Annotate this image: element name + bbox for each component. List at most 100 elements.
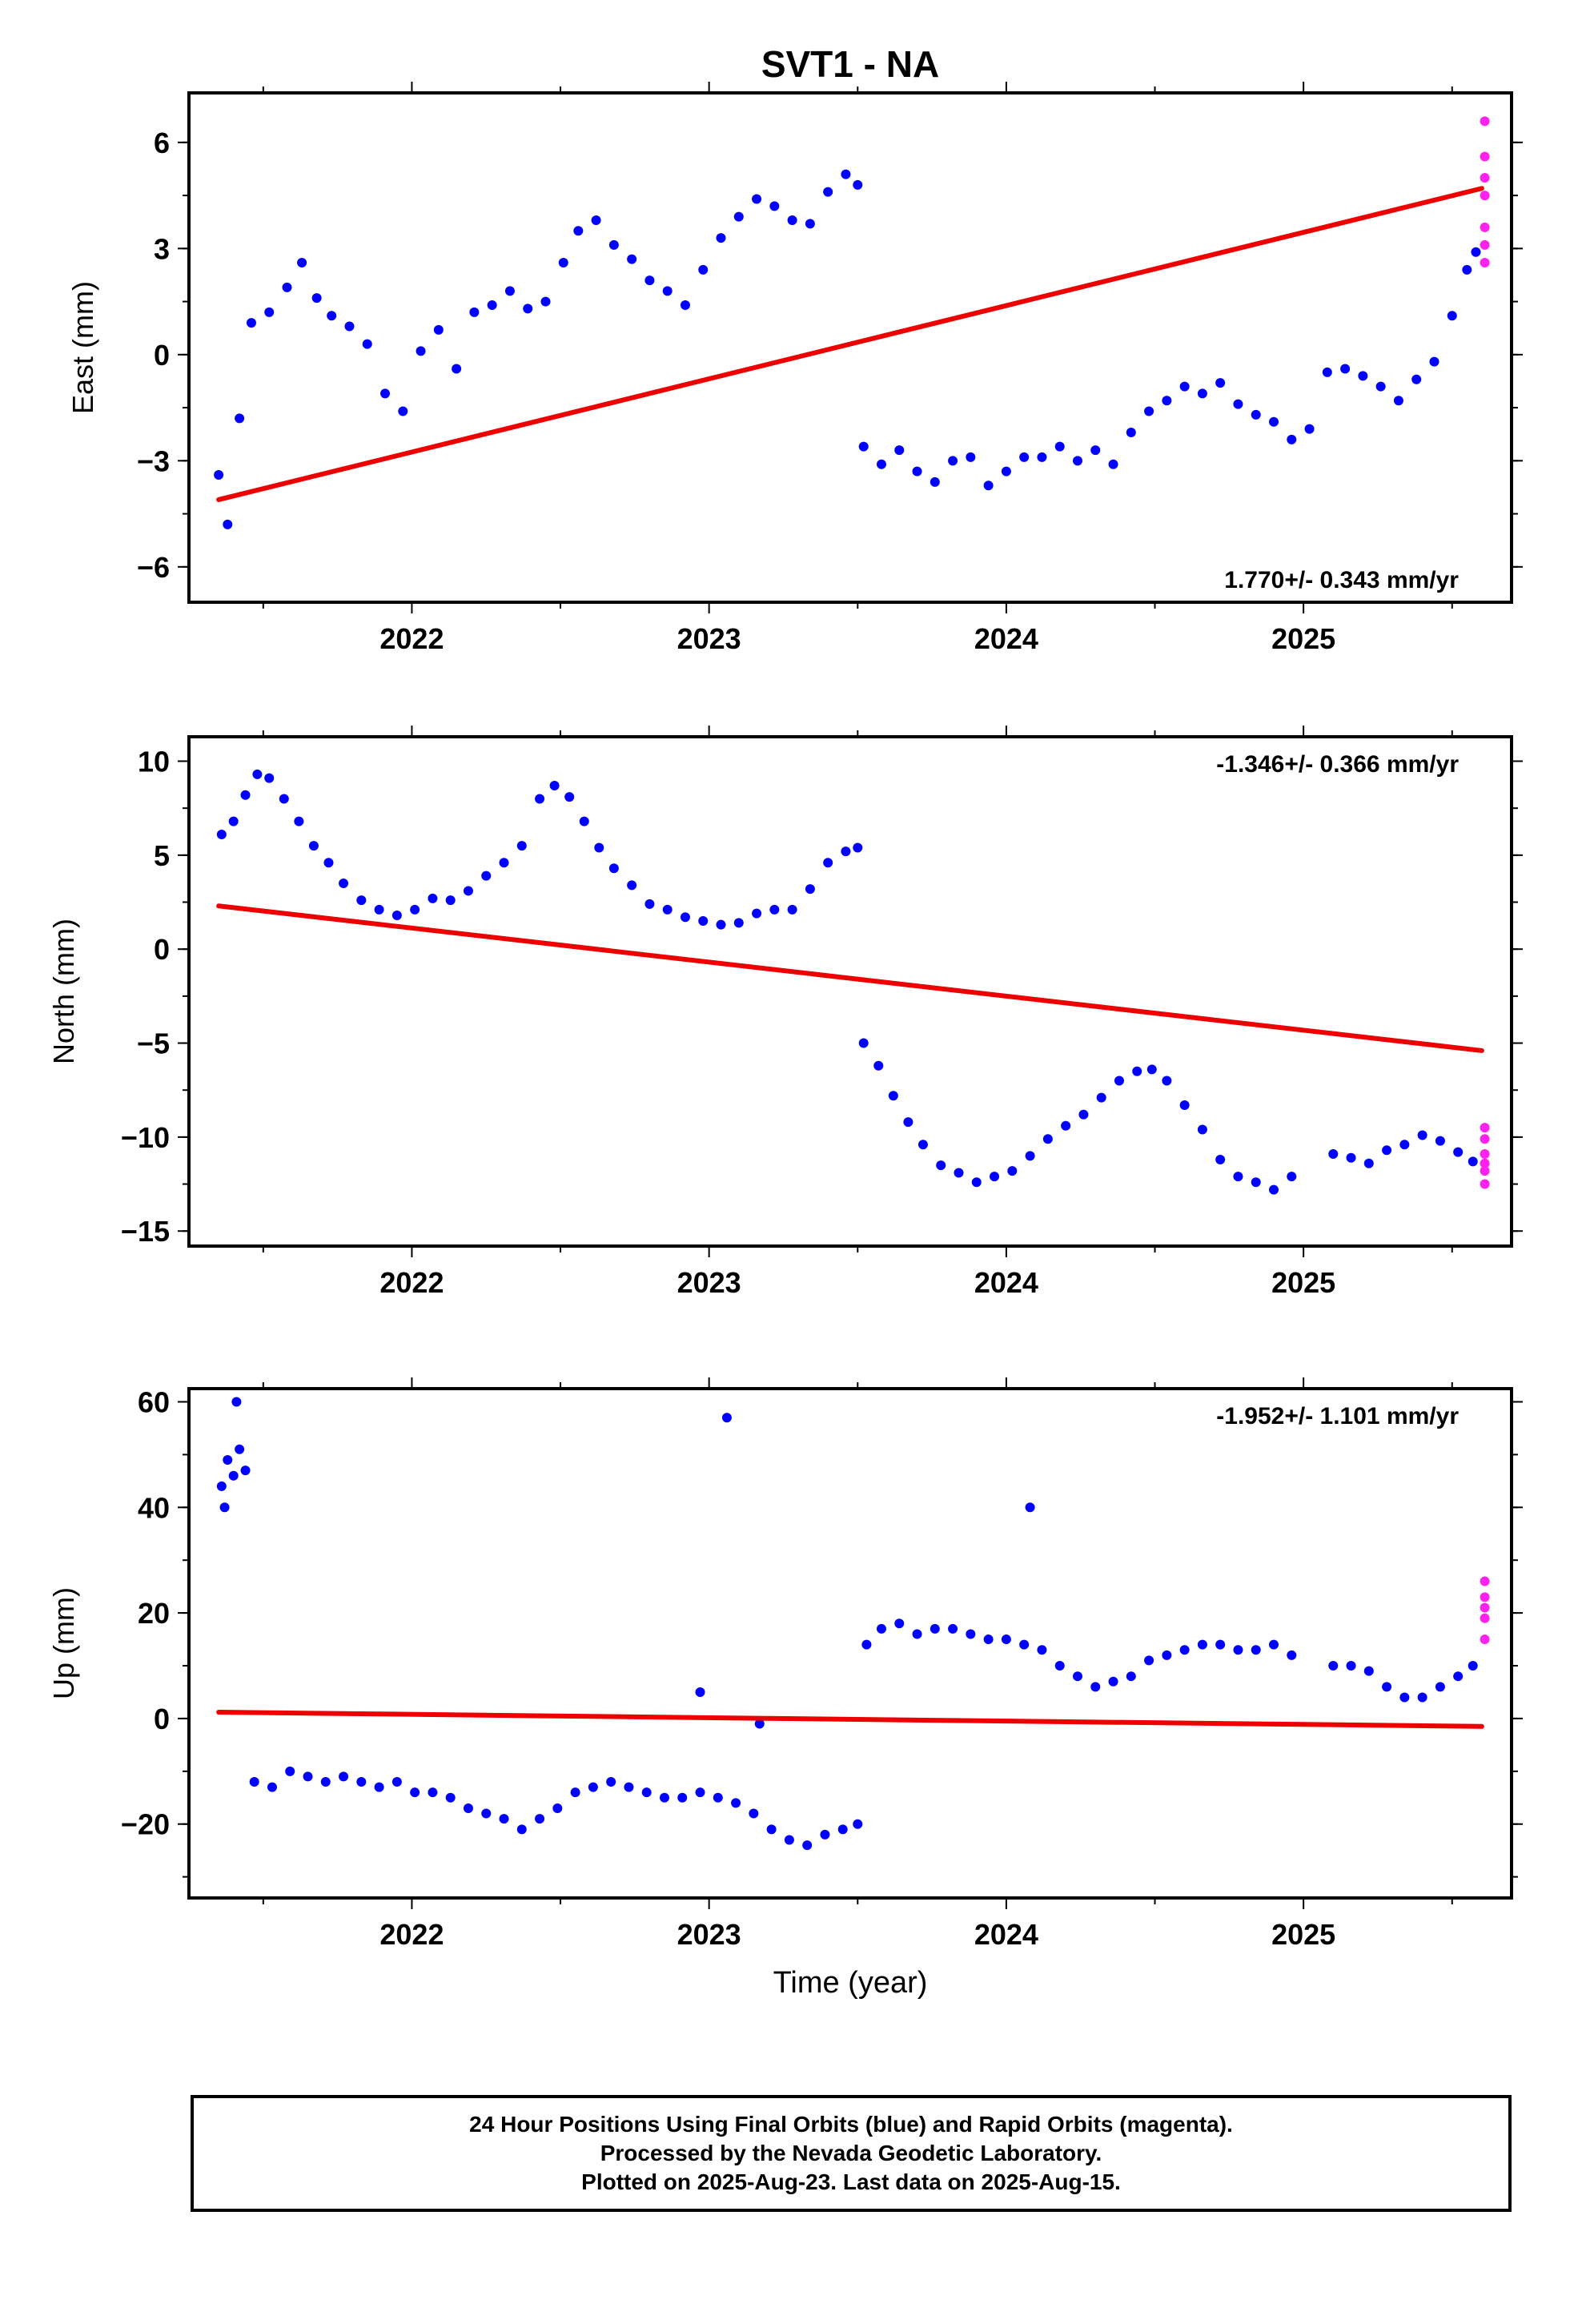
chart-1-final-orbits-point — [1417, 1130, 1427, 1140]
chart-2-y-axis-label: Up (mm) — [47, 1587, 80, 1699]
chart-0-rapid-orbits-point — [1480, 191, 1490, 201]
chart-0-final-orbits-point — [1471, 247, 1481, 257]
chart-1-final-orbits-point — [1007, 1166, 1018, 1176]
chart-1-y-tick-label: 0 — [154, 933, 170, 966]
chart-2-final-orbits-point — [784, 1835, 794, 1845]
chart-1-final-orbits-point — [841, 846, 851, 857]
chart-0-rapid-orbits-series — [1480, 116, 1490, 267]
chart-1-final-orbits-point — [216, 830, 227, 840]
chart-1-final-orbits-point — [1453, 1147, 1464, 1157]
chart-0-rapid-orbits-point — [1480, 258, 1490, 267]
chart-0-final-orbits-point — [662, 286, 673, 296]
chart-0-final-orbits-point — [680, 300, 690, 310]
chart-2-final-orbits-point — [983, 1634, 994, 1645]
chart-2-y-tick-label: 20 — [138, 1597, 170, 1630]
chart-2-x-tick-label: 2024 — [974, 1918, 1038, 1951]
chart-0-final-orbits-point — [1429, 356, 1439, 367]
chart-1-final-orbits-point — [374, 904, 384, 915]
chart-1-y-axis-label: North (mm) — [47, 919, 80, 1064]
chart-0-final-orbits-point — [1019, 452, 1030, 462]
chart-1-final-orbits-point — [805, 884, 815, 895]
chart-1-final-orbits-point — [971, 1177, 982, 1188]
chart-0-final-orbits-series — [214, 169, 1481, 529]
chart-1-y-tick-label: −15 — [121, 1215, 170, 1248]
chart-1-rapid-orbits-point — [1480, 1134, 1490, 1144]
chart-1-rapid-orbits-point — [1480, 1149, 1490, 1160]
chart-1-final-orbits-point — [1328, 1149, 1339, 1160]
chart-1-final-orbits-point — [294, 816, 304, 826]
chart-0-final-orbits-point — [1251, 409, 1261, 420]
chart-0-final-orbits-point — [1447, 311, 1457, 321]
chart-2-final-orbits-point — [410, 1787, 420, 1798]
chart-1-final-orbits-point — [1269, 1184, 1279, 1195]
chart-2-final-orbits-point — [339, 1771, 349, 1782]
chart-1-y-tick-label: −5 — [137, 1027, 170, 1060]
chart-2-final-orbits-point — [1233, 1645, 1243, 1655]
chart-1-final-orbits-point — [323, 858, 334, 868]
chart-1-final-orbits-point — [1435, 1136, 1445, 1146]
chart-2-final-orbits-point — [1363, 1666, 1374, 1676]
chart-2-final-orbits-point — [1179, 1645, 1190, 1655]
chart-2-final-orbits-point — [1001, 1634, 1011, 1645]
chart-2-model-line — [216, 1710, 1484, 1729]
chart-2-final-orbits-point — [535, 1814, 545, 1824]
chart-0-final-orbits-point — [1179, 381, 1190, 392]
chart-0-final-orbits-point — [264, 307, 275, 317]
chart-1-final-orbits-point — [644, 899, 655, 909]
chart-1-final-orbits-point — [627, 880, 637, 891]
chart-0-final-orbits-point — [1358, 371, 1368, 381]
chart-2-final-orbits-point — [228, 1470, 239, 1481]
chart-2-final-orbits-series — [216, 1397, 1478, 1851]
chart-0-final-orbits-point — [1108, 459, 1118, 469]
chart-1-y-tick-label: 5 — [154, 839, 170, 872]
chart-2-final-orbits-point — [1215, 1639, 1226, 1650]
chart-2-final-orbits-point — [391, 1777, 402, 1787]
chart-2-final-orbits-point — [749, 1808, 759, 1819]
chart-0-final-orbits-point — [644, 275, 655, 286]
chart-2-rapid-orbits-point — [1480, 1576, 1490, 1586]
chart-2-final-orbits-point — [606, 1777, 616, 1787]
chart-0-final-orbits-point — [282, 282, 292, 292]
chart-0-y-axis-label: East (mm) — [66, 281, 99, 414]
chart-1-frame — [187, 735, 1513, 1248]
chart-2-plot-area — [216, 1397, 1490, 1851]
chart-0-final-orbits-point — [591, 215, 601, 225]
chart-1-final-orbits-point — [936, 1160, 946, 1171]
chart-0-final-orbits-point — [380, 388, 391, 399]
chart-2-final-orbits-point — [820, 1829, 830, 1839]
chart-0-final-orbits-point — [344, 321, 355, 332]
chart-1-final-orbits-point — [564, 792, 575, 802]
chart-0-final-orbits-point — [362, 339, 372, 349]
chart-2-final-orbits-point — [837, 1824, 848, 1835]
chart-2-final-orbits-point — [802, 1840, 813, 1851]
chart-1-plot-area — [216, 769, 1490, 1195]
chart-0-x-tick-label: 2023 — [677, 622, 741, 655]
chart-1-final-orbits-point — [463, 886, 473, 896]
chart-0-rapid-orbits-point — [1480, 116, 1490, 127]
chart-0-final-orbits-point — [1287, 434, 1297, 444]
chart-0-final-orbits-point — [398, 406, 408, 416]
chart-0-final-orbits-point — [1090, 445, 1101, 456]
chart-2-final-orbits-point — [1382, 1682, 1392, 1692]
chart-1-final-orbits-point — [1363, 1158, 1374, 1168]
chart-0-final-orbits-point — [1411, 374, 1422, 384]
chart-2-rapid-orbits-series — [1480, 1576, 1490, 1645]
chart-2-final-orbits-point — [303, 1771, 313, 1782]
chart-1-final-orbits-point — [1346, 1152, 1356, 1163]
chart-1-x-tick-label: 2025 — [1271, 1266, 1335, 1299]
chart-2-final-orbits-point — [853, 1819, 863, 1829]
chart-2-final-orbits-point — [695, 1687, 705, 1697]
chart-1-rapid-orbits-series — [1480, 1123, 1490, 1189]
chart-1-panel: 2022 2023 2024 2025 −15 −10 −5 0 5 10 North (mm) -1… — [47, 726, 1523, 1299]
chart-2-final-orbits-point — [1453, 1671, 1464, 1682]
chart-1-final-orbits-point — [594, 842, 604, 853]
chart-2-final-orbits-point — [219, 1502, 230, 1513]
chart-1-final-orbits-point — [240, 790, 251, 800]
chart-2-rapid-orbits-point — [1480, 1634, 1490, 1645]
chart-0-final-orbits-point — [787, 215, 797, 225]
caption-box: 24 Hour Positions Using Final Orbits (bl… — [191, 2095, 1512, 2212]
chart-2-final-orbits-point — [570, 1787, 580, 1798]
chart-title: SVT1 - NA — [761, 43, 939, 85]
chart-0-final-orbits-point — [948, 456, 958, 466]
